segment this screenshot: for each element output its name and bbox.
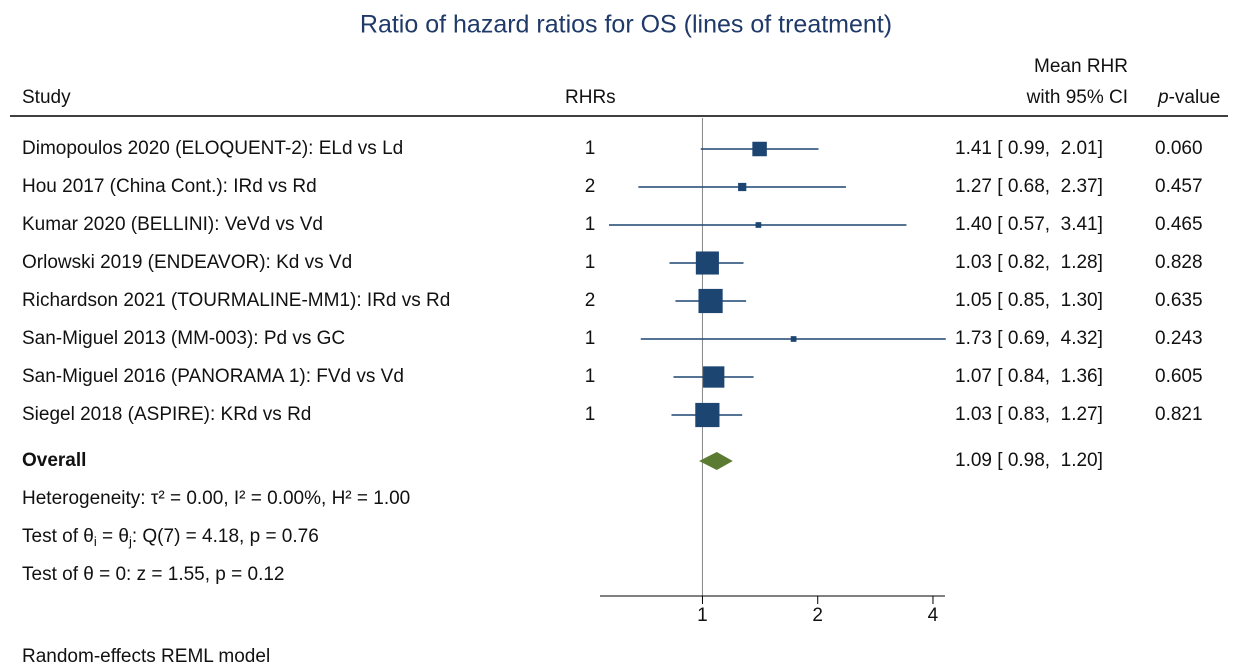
p-value: 0.635 [1155,290,1203,311]
ci-label: 1.05 [ 0.85, 1.30] [955,290,1103,311]
p-header: p-value [1157,87,1220,108]
ci-label: 1.41 [ 0.99, 2.01] [955,138,1103,159]
study-name: San-Miguel 2013 (MM-003): Pd vs GC [22,328,345,349]
p-value: 0.243 [1155,328,1203,349]
x-tick-label: 4 [928,605,939,626]
rhr-count: 1 [585,328,596,349]
estimate-square [698,288,723,314]
study-name: San-Miguel 2016 (PANORAMA 1): FVd vs Vd [22,366,404,387]
estimate-square [695,251,719,275]
overall-label: Overall [22,450,86,471]
estimate-square [695,402,720,428]
study-header: Study [22,87,71,108]
chart-title: Ratio of hazard ratios for OS (lines of … [360,11,892,39]
stat-part: i [94,534,97,549]
ci-label: 1.40 [ 0.57, 3.41] [955,214,1103,235]
p-value: 0.821 [1155,404,1203,425]
study-name: Richardson 2021 (TOURMALINE-MM1): IRd vs… [22,290,450,311]
rhr-count: 1 [585,138,596,159]
ci-label: 1.07 [ 0.84, 1.36] [955,366,1103,387]
stat-line: Heterogeneity: τ² = 0.00, I² = 0.00%, H²… [22,488,410,509]
estimate-square [738,182,747,192]
estimate-square [703,366,725,388]
x-tick-label: 1 [697,605,708,626]
rhr-count: 1 [585,366,596,387]
rhrs-header: RHRs [565,87,616,108]
stat-part: Test of θ = 0: z = 1.55, p = 0.12 [22,564,284,585]
ci-label: 1.03 [ 0.82, 1.28] [955,252,1103,273]
study-name: Kumar 2020 (BELLINI): VeVd vs Vd [22,214,323,235]
study-name: Hou 2017 (China Cont.): IRd vs Rd [22,176,317,197]
overall-diamond [699,452,733,470]
mean-header: with 95% CI [1026,87,1128,108]
ci-label: 1.73 [ 0.69, 4.32] [955,328,1103,349]
rhr-count: 2 [585,176,596,197]
stat-part: = θ [97,526,129,547]
stat-part: Heterogeneity: τ² = 0.00, I² = 0.00%, H²… [22,488,410,509]
p-value: 0.828 [1155,252,1203,273]
stat-line: Test of θi = θj: Q(7) = 4.18, p = 0.76 [22,526,319,549]
estimate-square [790,336,797,342]
estimate-square [755,222,762,228]
estimate-square [752,141,767,157]
stat-part: : Q(7) = 4.18, p = 0.76 [132,526,319,547]
ci-label: 1.27 [ 0.68, 2.37] [955,176,1103,197]
p-value: 0.457 [1155,176,1203,197]
p-header-rest: -value [1169,87,1221,108]
p-value: 0.465 [1155,214,1203,235]
study-name: Siegel 2018 (ASPIRE): KRd vs Rd [22,404,311,425]
p-value: 0.060 [1155,138,1203,159]
stat-part: Test of θ [22,526,94,547]
rhr-count: 1 [585,214,596,235]
note: Random-effects REML model [22,646,270,667]
stat-line: Test of θ = 0: z = 1.55, p = 0.12 [22,564,284,585]
overall-ci-label: 1.09 [ 0.98, 1.20] [955,450,1103,471]
rhr-count: 2 [585,290,596,311]
p-header-italic: p [1157,87,1169,108]
p-value: 0.605 [1155,366,1203,387]
x-tick-label: 2 [812,605,823,626]
ci-label: 1.03 [ 0.83, 1.27] [955,404,1103,425]
rhr-count: 1 [585,404,596,425]
study-name: Orlowski 2019 (ENDEAVOR): Kd vs Vd [22,252,352,273]
study-name: Dimopoulos 2020 (ELOQUENT-2): ELd vs Ld [22,138,403,159]
mean-header: Mean RHR [1034,56,1128,77]
stat-part: j [128,534,132,549]
rhr-count: 1 [585,252,596,273]
